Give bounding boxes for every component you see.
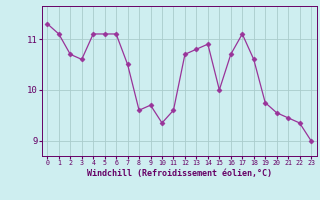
X-axis label: Windchill (Refroidissement éolien,°C): Windchill (Refroidissement éolien,°C)	[87, 169, 272, 178]
